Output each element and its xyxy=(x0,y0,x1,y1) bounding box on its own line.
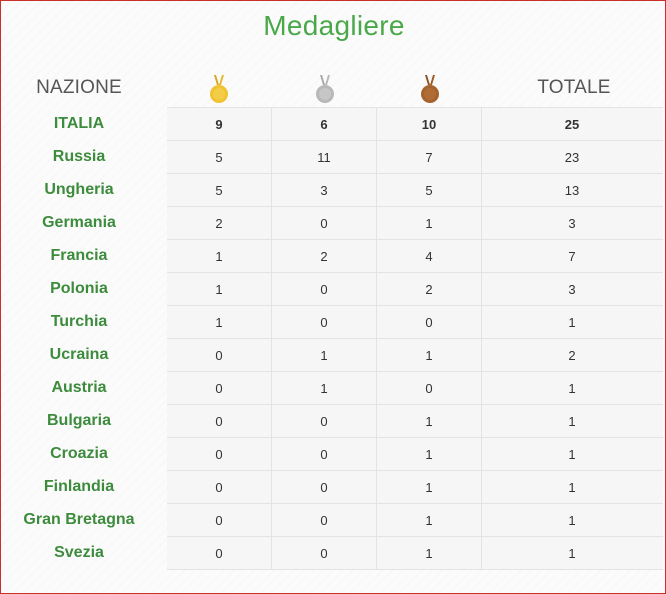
silver-count: 0 xyxy=(272,207,377,239)
gold-count: 1 xyxy=(167,306,272,338)
total-count: 23 xyxy=(564,149,580,165)
gold-count: 9 xyxy=(167,108,272,140)
gold-count: 0 xyxy=(167,339,272,371)
silver-count: 0 xyxy=(272,405,377,437)
bronze-medal-icon xyxy=(421,75,439,103)
total-count: 1 xyxy=(568,380,576,396)
total-count: 2 xyxy=(568,347,576,363)
bronze-count: 0 xyxy=(377,372,482,404)
country-name: Svezia xyxy=(54,543,104,561)
silver-count: 1 xyxy=(272,372,377,404)
bronze-count: 1 xyxy=(377,207,482,239)
table-row: 9 6 10 25 xyxy=(167,108,663,141)
gold-medal-icon xyxy=(210,75,228,103)
country-name: Bulgaria xyxy=(46,411,111,429)
total-count: 3 xyxy=(568,281,576,297)
total-count: 1 xyxy=(568,479,576,495)
country-column: ITALIA Russia Ungheria Germania Francia Polon… xyxy=(1,107,157,569)
silver-count: 11 xyxy=(272,141,377,173)
total-count: 13 xyxy=(564,182,580,198)
total-count: 1 xyxy=(568,545,576,561)
gold-count: 5 xyxy=(167,141,272,173)
bronze-count: 1 xyxy=(377,339,482,371)
country-name: Ungheria xyxy=(44,180,114,198)
bronze-count: 10 xyxy=(377,108,482,140)
silver-count: 0 xyxy=(272,504,377,536)
bronze-count: 4 xyxy=(377,240,482,272)
bronze-count: 1 xyxy=(377,537,482,569)
header-nation: NAZIONE xyxy=(36,77,122,98)
bronze-count: 0 xyxy=(377,306,482,338)
total-count: 25 xyxy=(564,116,580,132)
gold-count: 1 xyxy=(167,240,272,272)
page-title: Medagliere xyxy=(263,10,405,41)
country-name: Croazia xyxy=(50,444,108,462)
country-name: Gran Bretagna xyxy=(23,510,135,528)
gold-count: 5 xyxy=(167,174,272,206)
silver-count: 1 xyxy=(272,339,377,371)
country-name: Turchia xyxy=(50,312,108,330)
silver-medal-icon xyxy=(316,75,334,103)
gold-count: 0 xyxy=(167,372,272,404)
gold-count: 0 xyxy=(167,405,272,437)
total-count: 1 xyxy=(568,413,576,429)
country-name: Russia xyxy=(52,147,106,165)
silver-count: 0 xyxy=(272,306,377,338)
gold-count: 0 xyxy=(167,504,272,536)
country-name: Ucraina xyxy=(49,345,109,363)
bronze-count: 2 xyxy=(377,273,482,305)
table-row: 5 11 7 23 xyxy=(167,141,663,174)
silver-count: 0 xyxy=(272,471,377,503)
bronze-count: 5 xyxy=(377,174,482,206)
silver-count: 2 xyxy=(272,240,377,272)
gold-count: 2 xyxy=(167,207,272,239)
country-name: Austria xyxy=(51,378,107,396)
country-name: Germania xyxy=(42,213,116,231)
gold-count: 1 xyxy=(167,273,272,305)
silver-count: 0 xyxy=(272,273,377,305)
bronze-count: 1 xyxy=(377,504,482,536)
total-count: 1 xyxy=(568,446,576,462)
total-count: 1 xyxy=(568,512,576,528)
header-total: TOTALE xyxy=(537,77,611,98)
silver-count: 0 xyxy=(272,537,377,569)
country-name: Finlandia xyxy=(43,477,115,495)
country-name: Polonia xyxy=(50,279,108,297)
silver-count: 3 xyxy=(272,174,377,206)
silver-count: 6 xyxy=(272,108,377,140)
gold-count: 0 xyxy=(167,537,272,569)
total-count: 3 xyxy=(568,215,576,231)
bronze-count: 1 xyxy=(377,438,482,470)
country-name: ITALIA xyxy=(53,114,105,132)
country-name: Francia xyxy=(50,246,108,264)
bronze-count: 1 xyxy=(377,471,482,503)
gold-count: 0 xyxy=(167,438,272,470)
bronze-count: 7 xyxy=(377,141,482,173)
total-count: 7 xyxy=(568,248,576,264)
table-row: 5 3 5 13 xyxy=(167,174,663,207)
bronze-count: 1 xyxy=(377,405,482,437)
silver-count: 0 xyxy=(272,438,377,470)
gold-count: 0 xyxy=(167,471,272,503)
medal-table: 9 6 10 25 5 11 7 23 5 3 5 13 2 0 1 3 1 2 4 7 1 0 2 3 1 0 0 1 0 1 1 2 0 1 0… xyxy=(167,107,663,570)
total-count: 1 xyxy=(568,314,576,330)
table-header: NAZIONE TOTALE xyxy=(1,71,666,109)
